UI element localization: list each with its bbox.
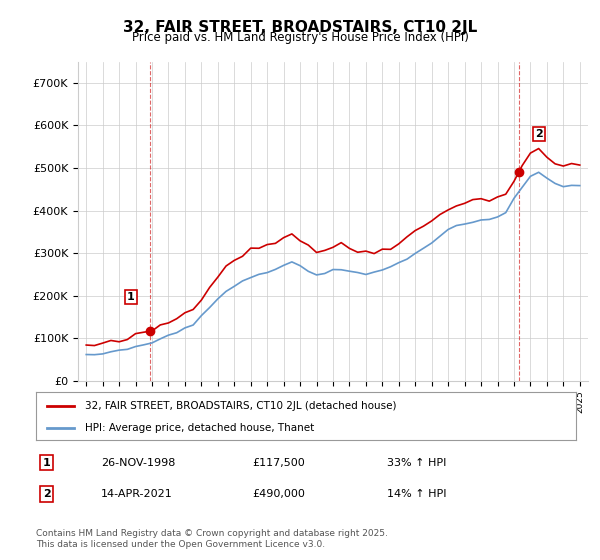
Text: 2: 2 <box>43 489 50 499</box>
Text: 2: 2 <box>535 129 542 139</box>
Text: Price paid vs. HM Land Registry's House Price Index (HPI): Price paid vs. HM Land Registry's House … <box>131 31 469 44</box>
Text: 1: 1 <box>43 458 50 468</box>
Text: 32, FAIR STREET, BROADSTAIRS, CT10 2JL (detached house): 32, FAIR STREET, BROADSTAIRS, CT10 2JL (… <box>85 402 396 411</box>
Text: 14% ↑ HPI: 14% ↑ HPI <box>387 489 446 499</box>
Text: Contains HM Land Registry data © Crown copyright and database right 2025.
This d: Contains HM Land Registry data © Crown c… <box>36 529 388 549</box>
Text: 32, FAIR STREET, BROADSTAIRS, CT10 2JL: 32, FAIR STREET, BROADSTAIRS, CT10 2JL <box>123 20 477 35</box>
Text: £117,500: £117,500 <box>252 458 305 468</box>
Text: 1: 1 <box>127 292 134 302</box>
Text: HPI: Average price, detached house, Thanet: HPI: Average price, detached house, Than… <box>85 423 314 433</box>
Text: 14-APR-2021: 14-APR-2021 <box>101 489 173 499</box>
Text: £490,000: £490,000 <box>252 489 305 499</box>
Text: 33% ↑ HPI: 33% ↑ HPI <box>387 458 446 468</box>
Text: 26-NOV-1998: 26-NOV-1998 <box>101 458 175 468</box>
